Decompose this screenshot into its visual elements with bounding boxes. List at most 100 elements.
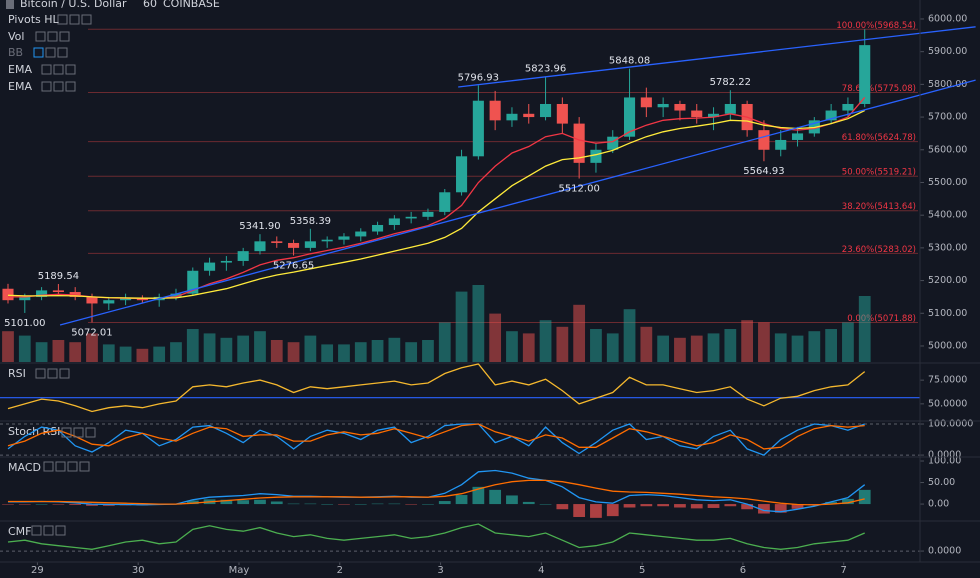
study-label[interactable]: EMA: [8, 63, 32, 76]
study-label[interactable]: Vol: [8, 30, 24, 43]
volume-bar: [186, 329, 199, 362]
y-tick-label: 0.0000: [928, 546, 961, 557]
volume-bar: [590, 329, 602, 362]
candle-body: [103, 300, 115, 304]
histogram-bar: [791, 504, 804, 509]
pivot: 5101.00: [4, 318, 45, 329]
histogram-bar: [69, 504, 82, 505]
y-tick-label: 5000.00: [928, 340, 967, 351]
histogram-bar: [254, 499, 266, 505]
histogram-bar: [18, 504, 31, 505]
volume-bar: [657, 335, 670, 362]
study-icons: [31, 14, 96, 536]
candle-body: [540, 103, 552, 118]
candle-body: [674, 103, 686, 111]
volume-bar: [52, 340, 65, 362]
x-tick-label: 6: [740, 565, 746, 576]
candle-body: [825, 110, 837, 121]
y-tick-label: 5600.00: [928, 144, 967, 155]
histogram-bar: [724, 504, 737, 507]
volume-bar: [842, 322, 854, 362]
pivot-label: 5189.54: [38, 271, 79, 282]
volume-bar: [119, 346, 132, 362]
volume-bar: [472, 285, 485, 362]
interval[interactable]: 60: [143, 0, 157, 10]
histogram-bar: [186, 500, 199, 505]
candle-body: [288, 242, 300, 248]
fib-label: 23.60%(5283.02): [842, 245, 916, 255]
volume-bar: [640, 326, 653, 362]
candle-body: [657, 103, 669, 108]
volume-bar: [556, 326, 569, 362]
pivot: 5564.93: [743, 166, 784, 177]
volume-bar: [153, 346, 166, 362]
pivot: 5189.54: [38, 271, 79, 282]
layers: 6000.00 5900.00 5800.00 5700.00 5600.00 5500.…: [0, 13, 976, 576]
volume-bar: [825, 329, 838, 362]
pivot-label: 5823.96: [525, 64, 566, 75]
y-tick-label: 5500.00: [928, 177, 967, 188]
histogram-bar: [220, 499, 233, 505]
y-tick-label: 50.0000: [928, 398, 967, 409]
volume-bar: [35, 342, 48, 362]
trendline: [458, 26, 976, 88]
exchange[interactable]: COINBASE: [163, 0, 220, 10]
candle-body: [573, 123, 585, 163]
volume-bar: [539, 320, 552, 362]
x-tick-label: 4: [538, 565, 544, 576]
histogram-bar: [657, 504, 670, 507]
candle-body: [372, 224, 384, 232]
indicator-line: [8, 479, 865, 506]
volume-bar: [237, 335, 250, 362]
fib-label: 61.80%(5624.78): [842, 133, 916, 143]
candle-body: [556, 103, 568, 124]
y-tick-label: 50.00: [928, 477, 955, 488]
histogram-bar: [405, 504, 418, 505]
volume-bar: [18, 335, 31, 362]
candle-body: [724, 103, 736, 114]
candle-body: [489, 100, 501, 121]
symbol-icon[interactable]: [6, 0, 14, 9]
symbol-name[interactable]: Bitcoin / U.S. Dollar: [20, 0, 127, 10]
candle-body: [456, 156, 468, 193]
volume-bar: [270, 340, 283, 362]
volume-bar: [690, 335, 703, 362]
pivot-label: 5796.93: [458, 72, 499, 83]
histogram-bar: [774, 504, 787, 513]
candle-body: [422, 211, 434, 217]
x-tick-label: May: [229, 565, 250, 576]
candle-body: [36, 290, 48, 297]
x-tick-label: 2: [337, 565, 343, 576]
pivot: 5782.22: [710, 77, 751, 88]
histogram-bar: [489, 489, 502, 505]
study-label[interactable]: Pivots HL: [8, 13, 59, 26]
histogram-bar: [270, 501, 283, 505]
candle-body: [355, 231, 367, 237]
pivot: 5072.01: [71, 327, 112, 338]
study-label[interactable]: BB: [8, 46, 23, 59]
volume-bar: [354, 342, 367, 362]
volume-bar: [220, 337, 233, 362]
pivot-label: 5512.00: [558, 184, 599, 195]
candle-body: [304, 241, 316, 248]
volume-bar: [522, 333, 535, 362]
x-tick-label: 5: [639, 565, 645, 576]
histogram-bar: [354, 504, 367, 505]
indicator-line: [7, 423, 865, 456]
candle-body: [640, 97, 652, 108]
candle-body: [691, 110, 703, 118]
candle-body: [607, 136, 619, 150]
pivot: 5276.65: [273, 261, 314, 272]
volume-bar: [405, 342, 418, 362]
candle-body: [707, 113, 720, 118]
volume-bar: [506, 331, 518, 362]
pivot-label: 5782.22: [710, 77, 751, 88]
indicator-line: [7, 523, 865, 550]
volume-bar: [388, 337, 401, 362]
histogram-bar: [237, 500, 250, 505]
study-label[interactable]: EMA: [8, 80, 32, 93]
pivot: 5796.93: [458, 72, 499, 83]
candle-body: [220, 260, 232, 263]
histogram-bar: [287, 503, 300, 505]
